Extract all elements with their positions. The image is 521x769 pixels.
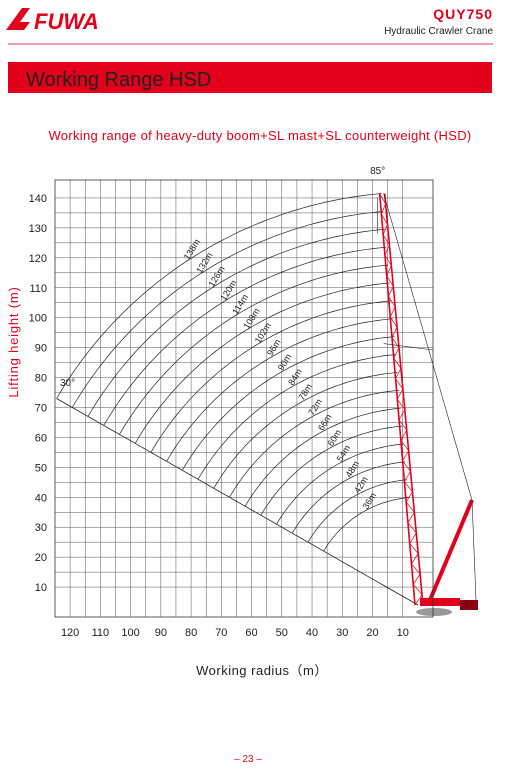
pendant bbox=[383, 193, 473, 501]
x-tick-label: 40 bbox=[306, 627, 318, 639]
boom-length-label: 42m bbox=[352, 475, 370, 495]
max-angle-label: 85° bbox=[370, 166, 385, 177]
y-tick-label: 80 bbox=[35, 373, 47, 385]
boom bbox=[377, 193, 478, 616]
banner-title: Working Range HSD bbox=[26, 69, 211, 91]
radius-arc bbox=[276, 443, 404, 525]
model: QUY750 bbox=[433, 6, 493, 22]
y-tick-label: 70 bbox=[35, 402, 47, 414]
radius-arc bbox=[291, 461, 406, 534]
radius-arc bbox=[229, 389, 400, 498]
boom-lattice bbox=[379, 193, 423, 606]
radius-arc bbox=[103, 246, 387, 426]
y-tick-label: 90 bbox=[35, 343, 47, 355]
y-tick-label: 30 bbox=[35, 522, 47, 534]
plot-frame bbox=[54, 179, 434, 618]
radius-arc bbox=[56, 193, 382, 399]
y-tick-label: 50 bbox=[35, 462, 47, 474]
radius-arc bbox=[150, 300, 392, 453]
crawler bbox=[416, 608, 452, 616]
radius-arc bbox=[119, 264, 389, 435]
crane-body bbox=[420, 598, 460, 606]
boom-chord bbox=[383, 193, 424, 606]
boom-length-label: 36m bbox=[360, 491, 378, 511]
radius-arc bbox=[71, 211, 384, 408]
radius-arc bbox=[181, 336, 395, 471]
banner-bg bbox=[8, 62, 492, 93]
boom-length-label: 90m bbox=[276, 352, 294, 372]
brand: FUWA bbox=[34, 9, 99, 34]
y-tick-label: 20 bbox=[35, 552, 47, 564]
radius-arc bbox=[260, 425, 403, 516]
radius-arc bbox=[307, 479, 407, 543]
page-number: – 23 – bbox=[234, 754, 262, 765]
radius-arc bbox=[166, 318, 393, 462]
x-tick-label: 30 bbox=[336, 627, 348, 639]
radius-arc bbox=[87, 228, 385, 417]
plot: 120 110 100 90 80 70 60 50 40 30 20 10 10 20 30 40 50 60 7… bbox=[29, 166, 478, 639]
y-tick-label: 140 bbox=[29, 193, 47, 205]
boom-length-label: 54m bbox=[335, 443, 353, 463]
y-tick-label: 60 bbox=[35, 432, 47, 444]
counterweight bbox=[460, 600, 478, 610]
min-angle-line bbox=[56, 398, 419, 606]
min-angle-label: 30° bbox=[60, 378, 75, 389]
y-tick-label: 130 bbox=[29, 223, 47, 235]
y-tick-label: 100 bbox=[29, 313, 47, 325]
radius-arc bbox=[323, 497, 409, 552]
radius-arc bbox=[213, 372, 398, 489]
y-axis-label: Lifting height (m) bbox=[6, 286, 21, 397]
chart-title: Working range of heavy-duty boom+SL mast… bbox=[48, 128, 471, 143]
boom-length-label: 84m bbox=[286, 367, 304, 387]
boom-length-label: 72m bbox=[306, 397, 324, 417]
product: Hydraulic Crawler Crane bbox=[384, 26, 493, 37]
x-axis-label: Working radius（m） bbox=[196, 663, 328, 678]
x-tick-label: 110 bbox=[92, 627, 110, 639]
boom-length-label: 48m bbox=[343, 459, 361, 479]
logo-mark bbox=[6, 8, 30, 30]
pendant bbox=[383, 343, 434, 351]
y-tick-label: 40 bbox=[35, 492, 47, 504]
radius-arc bbox=[134, 282, 390, 444]
x-tick-label: 80 bbox=[185, 627, 197, 639]
x-tick-label: 10 bbox=[397, 627, 409, 639]
x-tick-label: 50 bbox=[276, 627, 288, 639]
boom-length-label: 60m bbox=[325, 428, 343, 448]
x-tick-label: 90 bbox=[155, 627, 167, 639]
mast-rope bbox=[471, 499, 477, 601]
mast bbox=[428, 499, 474, 601]
x-tick-label: 70 bbox=[215, 627, 227, 639]
y-tick-label: 120 bbox=[29, 253, 47, 265]
y-tick-label: 10 bbox=[35, 582, 47, 594]
y-tick-label: 110 bbox=[29, 283, 47, 295]
x-tick-label: 100 bbox=[121, 627, 139, 639]
boom-length-label: 78m bbox=[296, 382, 314, 402]
x-tick-label: 120 bbox=[61, 627, 79, 639]
radius-arc bbox=[244, 407, 401, 507]
plot-area bbox=[55, 180, 433, 617]
radius-arc bbox=[197, 354, 396, 480]
x-tick-label: 60 bbox=[245, 627, 257, 639]
x-tick-label: 20 bbox=[366, 627, 378, 639]
